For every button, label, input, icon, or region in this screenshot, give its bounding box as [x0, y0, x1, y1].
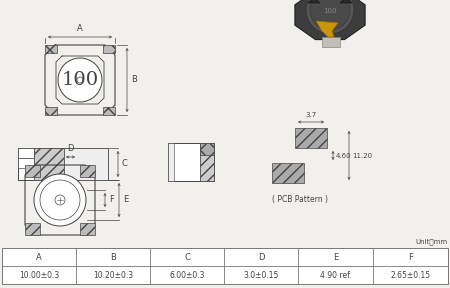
Bar	[322, 37, 340, 47]
Bar	[45, 107, 57, 115]
Bar	[18, 148, 108, 180]
Text: 10.20±0.3: 10.20±0.3	[93, 270, 133, 279]
Text: 4.90 ref.: 4.90 ref.	[320, 270, 351, 279]
Circle shape	[34, 174, 86, 226]
Text: B: B	[110, 253, 116, 262]
Polygon shape	[340, 0, 352, 3]
Text: ( PCB Pattern ): ( PCB Pattern )	[271, 195, 328, 204]
Text: 10.00±0.3: 10.00±0.3	[19, 270, 59, 279]
Text: 3.0±0.15: 3.0±0.15	[243, 270, 279, 279]
Text: F: F	[408, 253, 413, 262]
Bar	[25, 165, 40, 177]
Bar	[2, 248, 448, 284]
Bar	[45, 45, 57, 53]
Text: 2.65±0.15: 2.65±0.15	[391, 270, 431, 279]
Text: E: E	[333, 253, 338, 262]
Circle shape	[40, 180, 80, 220]
Text: B: B	[131, 75, 137, 84]
Bar	[103, 107, 115, 115]
Bar	[80, 165, 95, 177]
Circle shape	[58, 58, 102, 102]
Bar	[200, 143, 214, 155]
Text: 100: 100	[62, 71, 99, 89]
Text: C: C	[122, 160, 128, 168]
Bar	[103, 45, 115, 53]
Bar	[168, 143, 174, 181]
Circle shape	[306, 0, 354, 34]
Text: 6.00±0.3: 6.00±0.3	[169, 270, 205, 279]
Bar	[295, 128, 327, 148]
Circle shape	[77, 77, 83, 83]
Polygon shape	[308, 0, 320, 3]
Text: 4.60: 4.60	[336, 153, 351, 158]
Text: 3.7: 3.7	[306, 112, 317, 118]
Text: 100: 100	[323, 8, 337, 14]
Polygon shape	[295, 0, 365, 39]
Text: Unit：mm: Unit：mm	[416, 238, 448, 245]
Bar	[168, 143, 214, 181]
Circle shape	[310, 0, 350, 30]
Text: F: F	[109, 196, 114, 204]
Polygon shape	[316, 21, 338, 37]
Bar	[272, 163, 304, 183]
Text: A: A	[36, 253, 42, 262]
Bar	[34, 148, 64, 180]
Bar	[80, 223, 95, 235]
Bar	[18, 158, 34, 168]
Text: 11.20: 11.20	[352, 153, 372, 158]
Text: E: E	[123, 196, 128, 204]
Text: D: D	[258, 253, 264, 262]
Bar	[25, 223, 40, 235]
Bar	[18, 148, 34, 158]
Text: D: D	[67, 144, 74, 153]
Text: C: C	[184, 253, 190, 262]
Text: A: A	[77, 24, 83, 33]
Circle shape	[55, 195, 65, 205]
Bar	[64, 148, 108, 180]
Bar	[200, 143, 214, 181]
